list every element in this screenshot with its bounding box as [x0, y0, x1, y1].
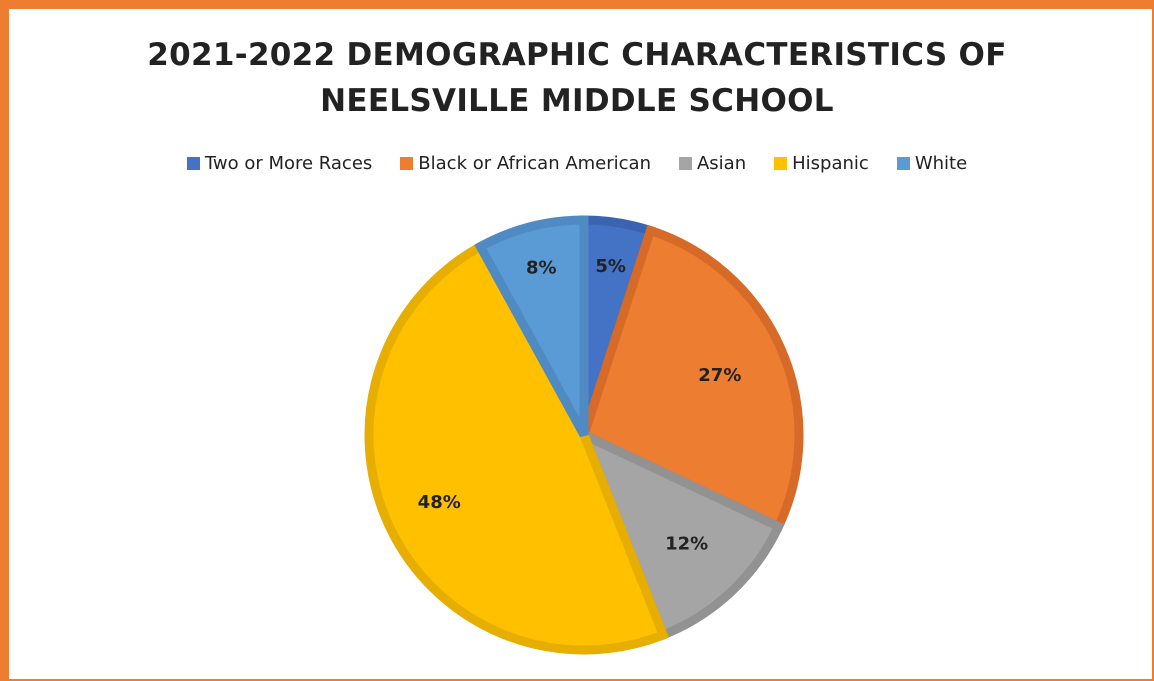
pie-label-two-or-more-races: 5% [595, 256, 626, 277]
legend-item-white: White [896, 153, 968, 174]
pie-slices [364, 215, 804, 655]
chart-title-line-2: NEELSVILLE MIDDLE SCHOOL [320, 83, 834, 119]
legend-label-black-or-african-american: Black or African American [418, 153, 651, 174]
pie-slice-asian [575, 426, 785, 641]
legend-swatch-two-or-more-races [186, 157, 200, 170]
legend-item-black-or-african-american: Black or African American [400, 153, 651, 174]
legend-label-two-or-more-races: Two or More Races [204, 153, 373, 174]
chart-title-line-1: 2021-2022 DEMOGRAPHIC CHARACTERISTICS OF [147, 37, 1007, 73]
pie-label-asian: 12% [665, 533, 708, 554]
pie-label-black-or-african-american: 27% [698, 365, 741, 386]
legend-swatch-hispanic [774, 157, 788, 170]
pie-slice-hispanic [364, 240, 669, 655]
legend-swatch-black-or-african-american [400, 157, 414, 170]
legend-label-hispanic: Hispanic [792, 153, 869, 174]
legend-label-asian: Asian [696, 153, 747, 174]
legend-label-white: White [914, 153, 968, 174]
legend-item-two-or-more-races: Two or More Races [186, 153, 373, 174]
pie-label-white: 8% [526, 257, 557, 278]
legend-swatch-white [896, 157, 910, 170]
chart-legend: Two or More Races Black or African Ameri… [0, 153, 1154, 174]
pie-slice-black-or-african-american [578, 224, 804, 533]
legend-item-asian: Asian [678, 153, 747, 174]
pie-labels: 5% 27% 12% 48% 8% [418, 256, 742, 554]
chart-title: 2021-2022 DEMOGRAPHIC CHARACTERISTICS OF… [0, 32, 1154, 124]
legend-swatch-asian [678, 157, 692, 170]
pie-label-hispanic: 48% [418, 492, 461, 513]
pie-slice-white [474, 215, 589, 438]
legend-item-hispanic: Hispanic [774, 153, 869, 174]
